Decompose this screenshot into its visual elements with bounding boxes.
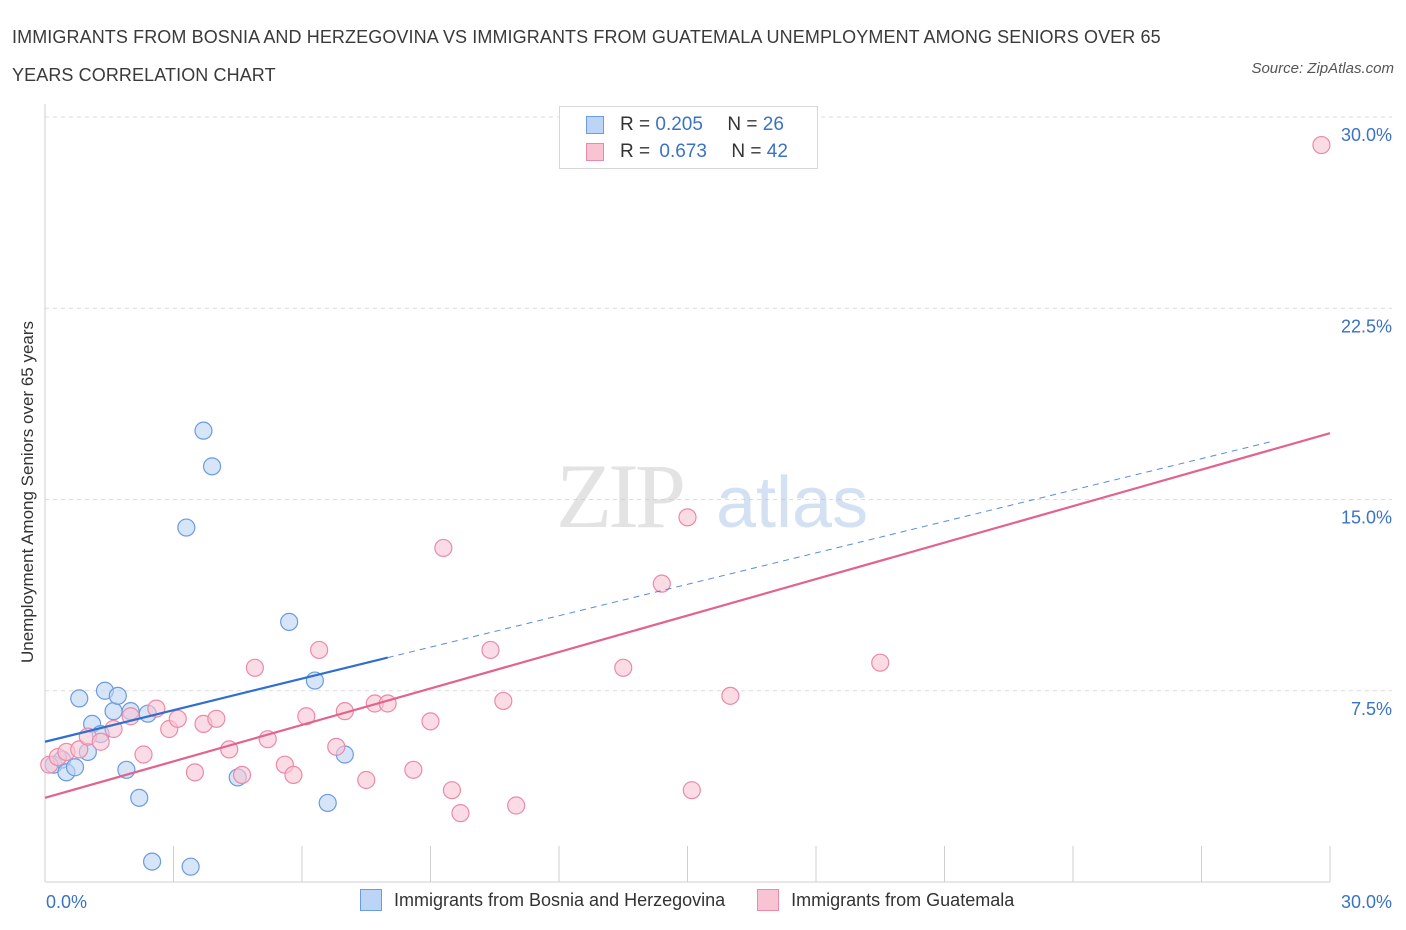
legend-r-value: 0.673 bbox=[659, 141, 707, 162]
guatemala-point bbox=[494, 691, 513, 711]
guatemala-point bbox=[232, 765, 252, 785]
ticks-layer: 7.5% 15.0% 22.5% 30.0% 0.0% 30.0% bbox=[46, 125, 1392, 912]
guatemala-point bbox=[284, 765, 303, 785]
y-tick-label: 15.0% bbox=[1341, 508, 1392, 528]
x-tick-label: 30.0% bbox=[1341, 892, 1392, 912]
legend-n-value: 26 bbox=[762, 114, 784, 135]
bottom-legend: Immigrants from Bosnia and Herzegovina I… bbox=[360, 889, 1046, 911]
guatemala-point bbox=[185, 763, 205, 782]
bosnia-point bbox=[70, 689, 89, 708]
bottom-legend-label: Immigrants from Guatemala bbox=[791, 889, 1015, 910]
guatemala-point bbox=[378, 694, 397, 713]
bosnia-point bbox=[177, 518, 196, 537]
watermark-zip: ZIP bbox=[556, 445, 683, 547]
chart-title: IMMIGRANTS FROM BOSNIA AND HERZEGOVINA V… bbox=[12, 27, 1161, 85]
legend-n-value: 42 bbox=[766, 141, 788, 162]
guatemala-point bbox=[91, 732, 110, 751]
legend-r-label: R = bbox=[620, 141, 651, 162]
guatemala-point bbox=[327, 737, 346, 756]
legend-r-value: 0.205 bbox=[655, 114, 703, 135]
trend-layer bbox=[44, 432, 1331, 799]
bosnia-trendline bbox=[44, 656, 388, 743]
chart-source: Source: ZipAtlas.com bbox=[1251, 60, 1394, 77]
legend-n-label: N = bbox=[731, 141, 762, 162]
legend-swatch-blue bbox=[586, 116, 604, 134]
watermark: ZIP atlas bbox=[556, 445, 868, 547]
bottom-legend-bosnia[interactable]: Immigrants from Bosnia and Herzegovina bbox=[360, 889, 725, 911]
guatemala-point bbox=[207, 709, 226, 728]
bottom-legend-swatch-blue bbox=[360, 889, 382, 911]
bosnia-point bbox=[318, 793, 337, 813]
bosnia-point bbox=[280, 612, 299, 632]
guatemala-point bbox=[245, 658, 264, 677]
legend-row-guatemala: R = 0.673 N = 42 bbox=[586, 140, 788, 164]
bosnia-point bbox=[130, 788, 149, 807]
guatemala-point bbox=[682, 781, 701, 800]
guatemala-point bbox=[404, 760, 423, 779]
legend-swatch-pink bbox=[586, 143, 604, 161]
guatemala-point bbox=[134, 745, 153, 764]
bosnia-point bbox=[104, 702, 123, 721]
guatemala-point bbox=[442, 781, 462, 800]
guatemala-point bbox=[357, 770, 376, 790]
bosnia-point bbox=[108, 686, 127, 705]
bottom-legend-guatemala[interactable]: Immigrants from Guatemala bbox=[757, 889, 1014, 911]
bottom-legend-swatch-pink bbox=[757, 889, 780, 911]
guatemala-point bbox=[614, 658, 633, 677]
legend: R = 0.205 N = 26 R = 0.673 N = 42 bbox=[559, 106, 818, 169]
bosnia-point bbox=[142, 852, 162, 871]
guatemala-point bbox=[451, 804, 470, 823]
guatemala-point bbox=[421, 712, 440, 731]
bosnia-point bbox=[65, 758, 85, 777]
x-tick-label: 0.0% bbox=[46, 892, 87, 912]
guatemala-point bbox=[310, 640, 329, 660]
guatemala-point bbox=[168, 709, 187, 728]
guatemala-point bbox=[481, 640, 500, 660]
guatemala-point bbox=[652, 574, 671, 593]
bosnia-point bbox=[181, 857, 200, 876]
y-tick-label: 22.5% bbox=[1341, 316, 1392, 336]
guatemala-point bbox=[871, 653, 890, 672]
bottom-legend-label: Immigrants from Bosnia and Herzegovina bbox=[394, 889, 726, 910]
legend-r-label: R = bbox=[620, 114, 651, 135]
guatemala-point bbox=[70, 740, 89, 759]
guatemala-point bbox=[678, 508, 697, 527]
bosnia-point bbox=[202, 457, 222, 476]
legend-row-bosnia: R = 0.205 N = 26 bbox=[586, 113, 784, 137]
y-tick-label: 7.5% bbox=[1351, 699, 1392, 719]
guatemala-point bbox=[434, 538, 453, 558]
legend-n-label: N = bbox=[727, 114, 758, 135]
points-layer bbox=[40, 135, 1331, 876]
guatemala-point bbox=[1312, 135, 1331, 155]
bosnia-trendline-extension bbox=[387, 440, 1275, 659]
y-tick-label: 30.0% bbox=[1341, 125, 1392, 145]
watermark-atlas: atlas bbox=[716, 463, 868, 543]
guatemala-trendline bbox=[44, 432, 1331, 799]
guatemala-point bbox=[721, 686, 740, 705]
bosnia-point bbox=[194, 421, 213, 440]
guatemala-point bbox=[507, 796, 526, 815]
